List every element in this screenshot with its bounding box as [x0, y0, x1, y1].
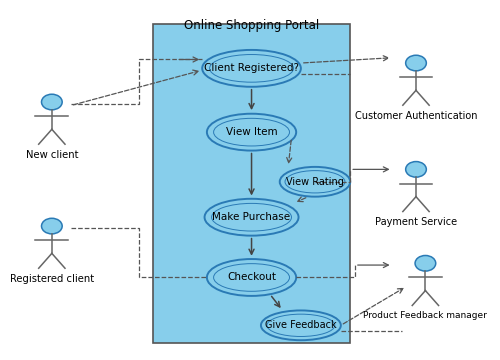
Ellipse shape [207, 114, 296, 150]
Ellipse shape [202, 50, 301, 87]
Ellipse shape [204, 199, 298, 236]
Text: Give Feedback: Give Feedback [265, 320, 336, 330]
Text: Registered client: Registered client [10, 274, 94, 284]
Text: Client Registered?: Client Registered? [204, 63, 299, 73]
Circle shape [406, 55, 426, 71]
Ellipse shape [261, 310, 341, 340]
FancyBboxPatch shape [153, 24, 350, 343]
Circle shape [42, 94, 62, 110]
Text: View Rating: View Rating [286, 177, 344, 187]
Ellipse shape [280, 167, 350, 197]
Text: New client: New client [26, 149, 78, 159]
Text: Checkout: Checkout [227, 273, 276, 283]
Text: Product Feedback manager: Product Feedback manager [364, 311, 488, 320]
Ellipse shape [207, 259, 296, 296]
Text: Online Shopping Portal: Online Shopping Portal [184, 19, 319, 32]
Text: View Item: View Item [226, 127, 278, 137]
Circle shape [42, 218, 62, 234]
Text: Customer Authentication: Customer Authentication [355, 111, 478, 121]
Text: Make Purchase: Make Purchase [212, 212, 290, 222]
Circle shape [406, 162, 426, 177]
Text: Payment Service: Payment Service [375, 217, 457, 227]
Circle shape [415, 256, 436, 271]
